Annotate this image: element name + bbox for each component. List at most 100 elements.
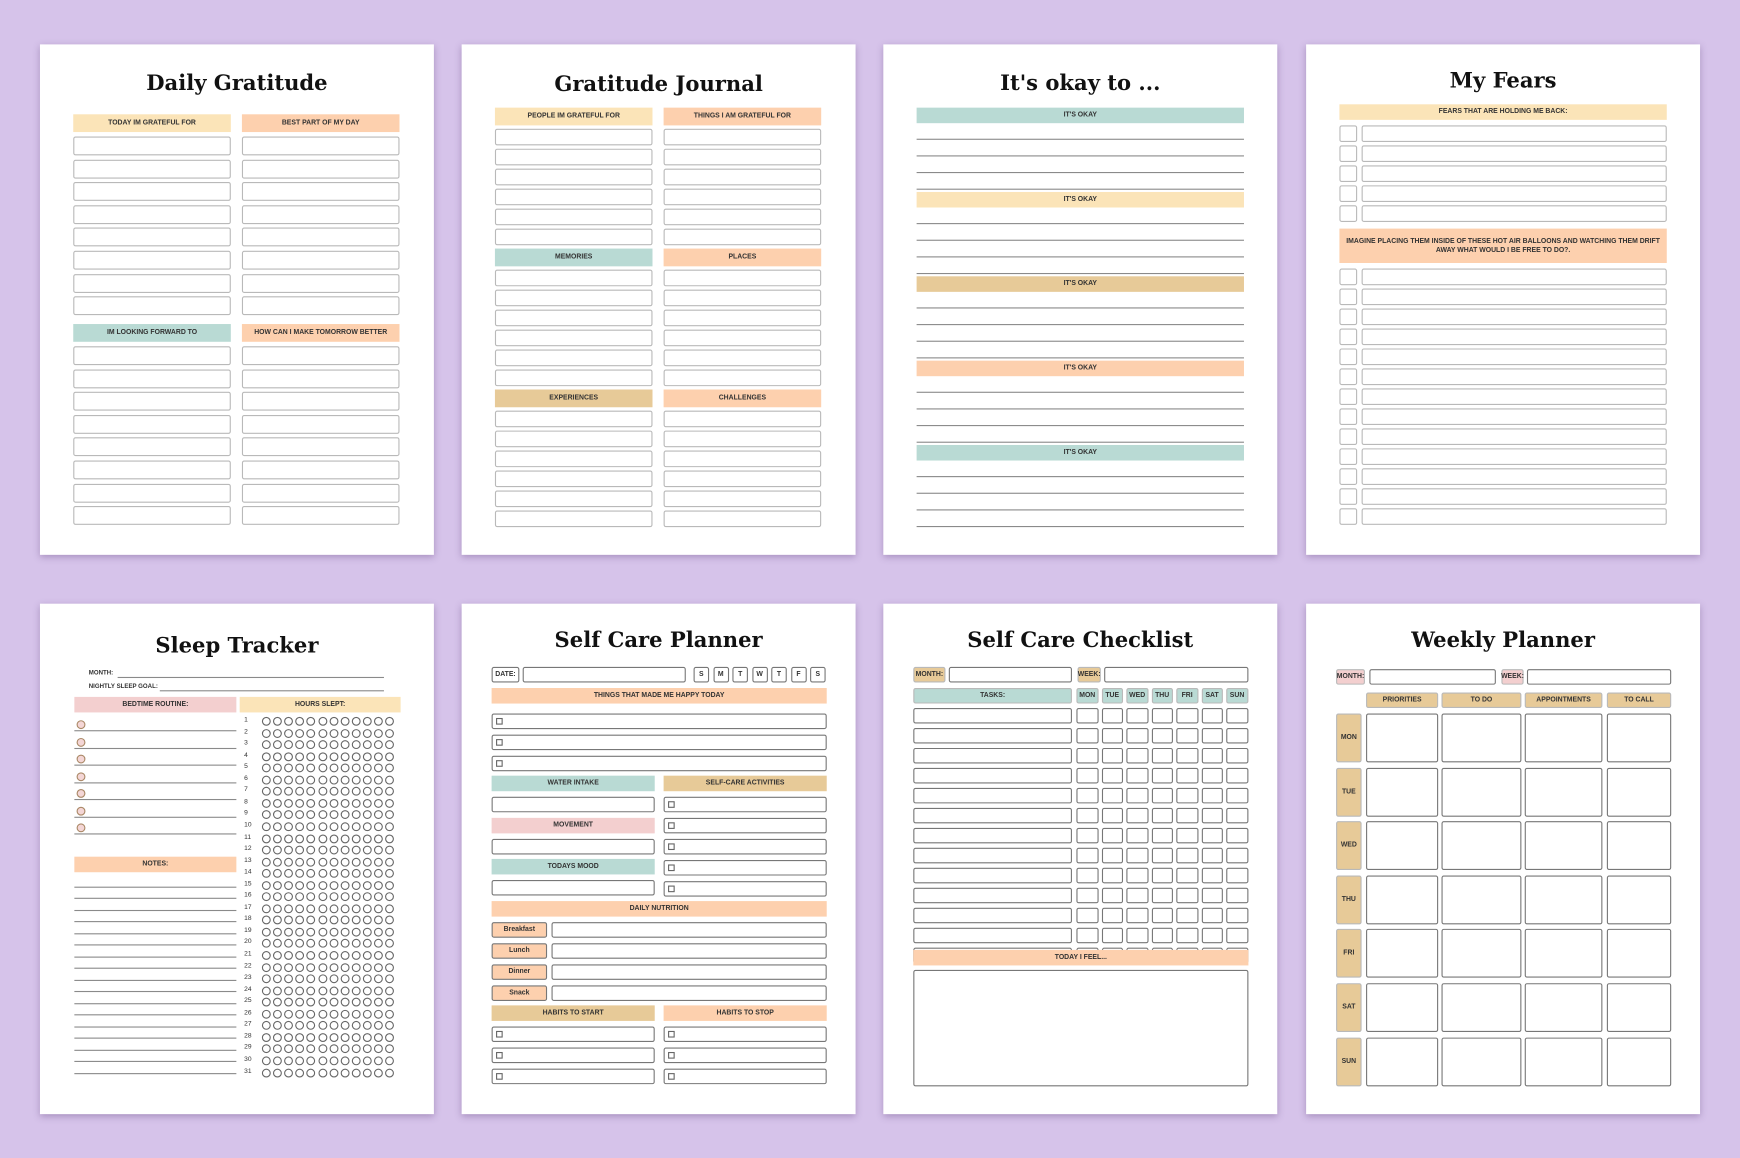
notes-line: [74, 922, 237, 934]
plan-box: [1366, 1037, 1439, 1086]
sleep-circle: [329, 904, 339, 914]
sleep-circle: [317, 1009, 327, 1019]
sleep-circle: [340, 974, 350, 984]
sleep-circle: [351, 986, 361, 996]
sleep-circle: [340, 716, 350, 726]
entry-box: [491, 879, 655, 896]
field-box: [522, 666, 686, 683]
check-box: [1339, 288, 1358, 306]
entry-box: [241, 369, 400, 388]
sleep-circle: [385, 915, 395, 925]
checkbox-row: [663, 881, 827, 897]
sleep-circle: [351, 775, 361, 785]
entry-box: [494, 410, 653, 428]
plan-box: [1441, 875, 1522, 925]
day-number: 22: [244, 962, 252, 970]
check-box: [1339, 328, 1358, 346]
entry-box: [1361, 488, 1667, 505]
sleep-circle: [295, 892, 305, 902]
entry-box: [663, 289, 822, 307]
sleep-circle: [306, 1068, 316, 1077]
sleep-circle: [273, 1021, 282, 1031]
entry-box: [1361, 508, 1667, 525]
sleep-circle: [351, 763, 361, 773]
sleep-circle: [373, 904, 383, 914]
sleep-circle: [306, 810, 316, 820]
field-box: [1369, 669, 1496, 685]
entry-box: [241, 227, 400, 247]
sleep-circle: [373, 1068, 383, 1077]
day-number: 6: [244, 775, 248, 783]
sleep-circle: [340, 915, 350, 925]
field-line: [159, 681, 384, 692]
section-header: BEST PART OF MY DAY: [241, 114, 400, 133]
entry-box: [494, 490, 653, 508]
entry-box: [494, 128, 653, 146]
meal-box: [551, 985, 827, 1001]
check-box: [1151, 747, 1173, 764]
section-header: IM LOOKING FORWARD TO: [73, 324, 231, 342]
write-line: [916, 224, 1244, 241]
section-header: TODAY I FEEL...: [913, 949, 1249, 966]
column-header: THU: [1151, 688, 1173, 704]
entry-box: [73, 346, 231, 366]
entry-box: [1361, 388, 1667, 406]
entry-box: [241, 182, 400, 202]
sleep-circle: [317, 904, 327, 914]
sleep-circle: [273, 904, 282, 914]
sleep-circle: [284, 763, 294, 773]
section-header: IT'S OKAY: [916, 444, 1244, 461]
plan-box: [1441, 1037, 1522, 1086]
plan-box: [1441, 713, 1522, 763]
day-number: 29: [244, 1044, 252, 1052]
sleep-circle: [340, 1021, 350, 1031]
check-box: [1101, 767, 1124, 784]
sleep-circle: [340, 1068, 350, 1077]
sleep-circle: [306, 763, 316, 773]
sleep-circle: [317, 845, 327, 855]
notes-line: [74, 969, 237, 981]
entry-box: [73, 506, 231, 526]
check-box: [1126, 867, 1148, 884]
sleep-circle: [329, 798, 339, 808]
section-header: CHALLENGES: [663, 389, 822, 408]
sleep-circle: [385, 775, 395, 785]
sleep-circle: [385, 997, 395, 1007]
page-title: Self Care Planner: [554, 628, 763, 653]
entry-box: [663, 309, 822, 327]
day-label: WED: [1336, 821, 1362, 871]
sleep-circle: [317, 787, 327, 796]
sleep-circle: [340, 1032, 350, 1042]
notes-line: [74, 980, 237, 993]
sleep-circle: [295, 1044, 305, 1054]
sleep-circle: [385, 751, 395, 761]
plan-box: [1366, 983, 1439, 1033]
check-box: [1151, 827, 1173, 844]
write-line: [916, 376, 1244, 393]
sleep-circle: [261, 974, 271, 984]
check-box: [1126, 927, 1148, 944]
entry-box: [73, 227, 231, 247]
field-label: NIGHTLY SLEEP GOAL:: [88, 683, 158, 691]
sleep-circle: [306, 880, 316, 890]
sleep-circle: [295, 857, 305, 867]
entry-box: [241, 136, 400, 156]
sleep-circle: [273, 763, 282, 773]
entry-box: [494, 450, 653, 468]
checkbox-row: [491, 1047, 655, 1064]
day-number: 5: [244, 763, 248, 771]
check-box: [1126, 847, 1148, 864]
sleep-circle: [273, 716, 282, 726]
entry-box: [494, 269, 653, 287]
day-number: 13: [244, 857, 252, 865]
check-box: [1151, 767, 1173, 784]
write-line: [916, 308, 1244, 326]
check-box: [1201, 887, 1223, 904]
sleep-circle: [295, 810, 305, 820]
section-header: WATER INTAKE: [491, 775, 655, 792]
sleep-circle: [306, 939, 316, 949]
sleep-circle: [373, 974, 383, 984]
sleep-circle: [329, 763, 339, 773]
entry-box: [1361, 348, 1667, 366]
